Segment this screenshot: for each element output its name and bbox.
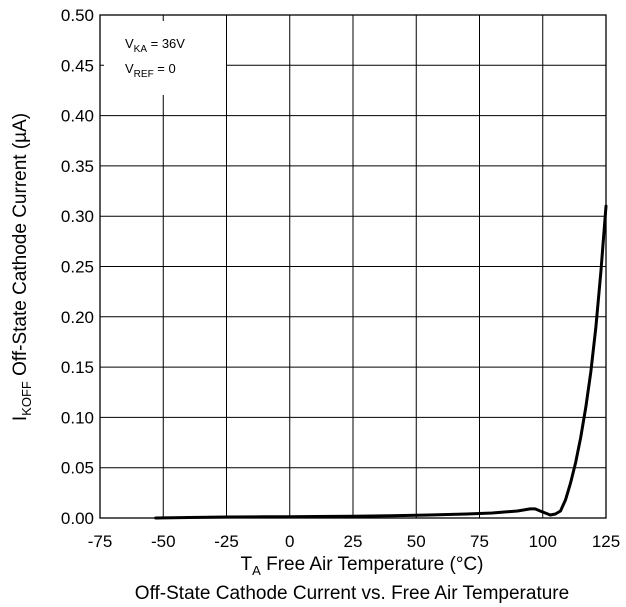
y-tick-label: 0.15 — [61, 358, 94, 377]
annotation-vka-symbol: V — [125, 36, 134, 51]
x-tick-label: -50 — [151, 532, 176, 551]
annotation-box: VKA = 36V VREF = 0 — [104, 21, 226, 95]
plot-frame — [99, 14, 607, 519]
y-axis-title: IKOFF Off-State Cathode Current (µA) — [10, 113, 34, 421]
y-tick-label: 0.45 — [61, 56, 94, 75]
annotation-background — [104, 21, 226, 95]
y-tick-label: 0.25 — [61, 258, 94, 277]
annotation-vref-value: = 0 — [154, 61, 176, 76]
annotation-line-vka: VKA = 36V — [125, 36, 185, 55]
y-tick-label: 0.05 — [61, 459, 94, 478]
y-axis-symbol: I — [10, 416, 31, 421]
y-tick-labels: 0.00 0.05 0.10 0.15 0.20 0.25 0.30 0.35 0.40 0.45… — [61, 6, 94, 528]
x-tick-label: 50 — [407, 532, 426, 551]
y-tick-label: 0.10 — [61, 408, 94, 427]
annotation-vref-subscript: REF — [134, 69, 154, 80]
x-tick-label: -25 — [214, 532, 239, 551]
annotation-vref-symbol: V — [125, 61, 134, 76]
annotation-vka-value: = 36V — [147, 36, 185, 51]
y-tick-label: 0.40 — [61, 107, 94, 126]
annotation-vka-subscript: KA — [134, 44, 148, 55]
x-axis-title: TA Free Air Temperature (°C) — [241, 554, 484, 578]
y-tick-label: 0.30 — [61, 207, 94, 226]
y-tick-label: 0.20 — [61, 308, 94, 327]
x-axis-symbol: T — [241, 554, 253, 575]
y-axis-label-text: Off-State Cathode Current (µA) — [10, 113, 31, 381]
x-tick-labels: -75 -50 -25 0 25 50 75 100 125 — [88, 532, 620, 551]
x-axis-label-text: Free Air Temperature (°C) — [261, 554, 484, 575]
chart-title: Off-State Cathode Current vs. Free Air T… — [135, 583, 569, 604]
grid-lines — [99, 14, 607, 519]
x-tick-label: 125 — [592, 532, 620, 551]
y-axis-subscript: KOFF — [19, 381, 34, 416]
series-line — [154, 204, 608, 520]
x-tick-label: -75 — [88, 532, 113, 551]
y-tick-label: 0.00 — [61, 509, 94, 528]
y-tick-label: 0.35 — [61, 157, 94, 176]
x-tick-label: 75 — [470, 532, 489, 551]
annotation-line-vref: VREF = 0 — [125, 61, 176, 80]
x-axis-subscript: A — [252, 563, 261, 578]
x-tick-label: 100 — [529, 532, 557, 551]
y-tick-label: 0.50 — [61, 6, 94, 25]
x-tick-label: 25 — [344, 532, 363, 551]
x-tick-label: 0 — [285, 532, 294, 551]
